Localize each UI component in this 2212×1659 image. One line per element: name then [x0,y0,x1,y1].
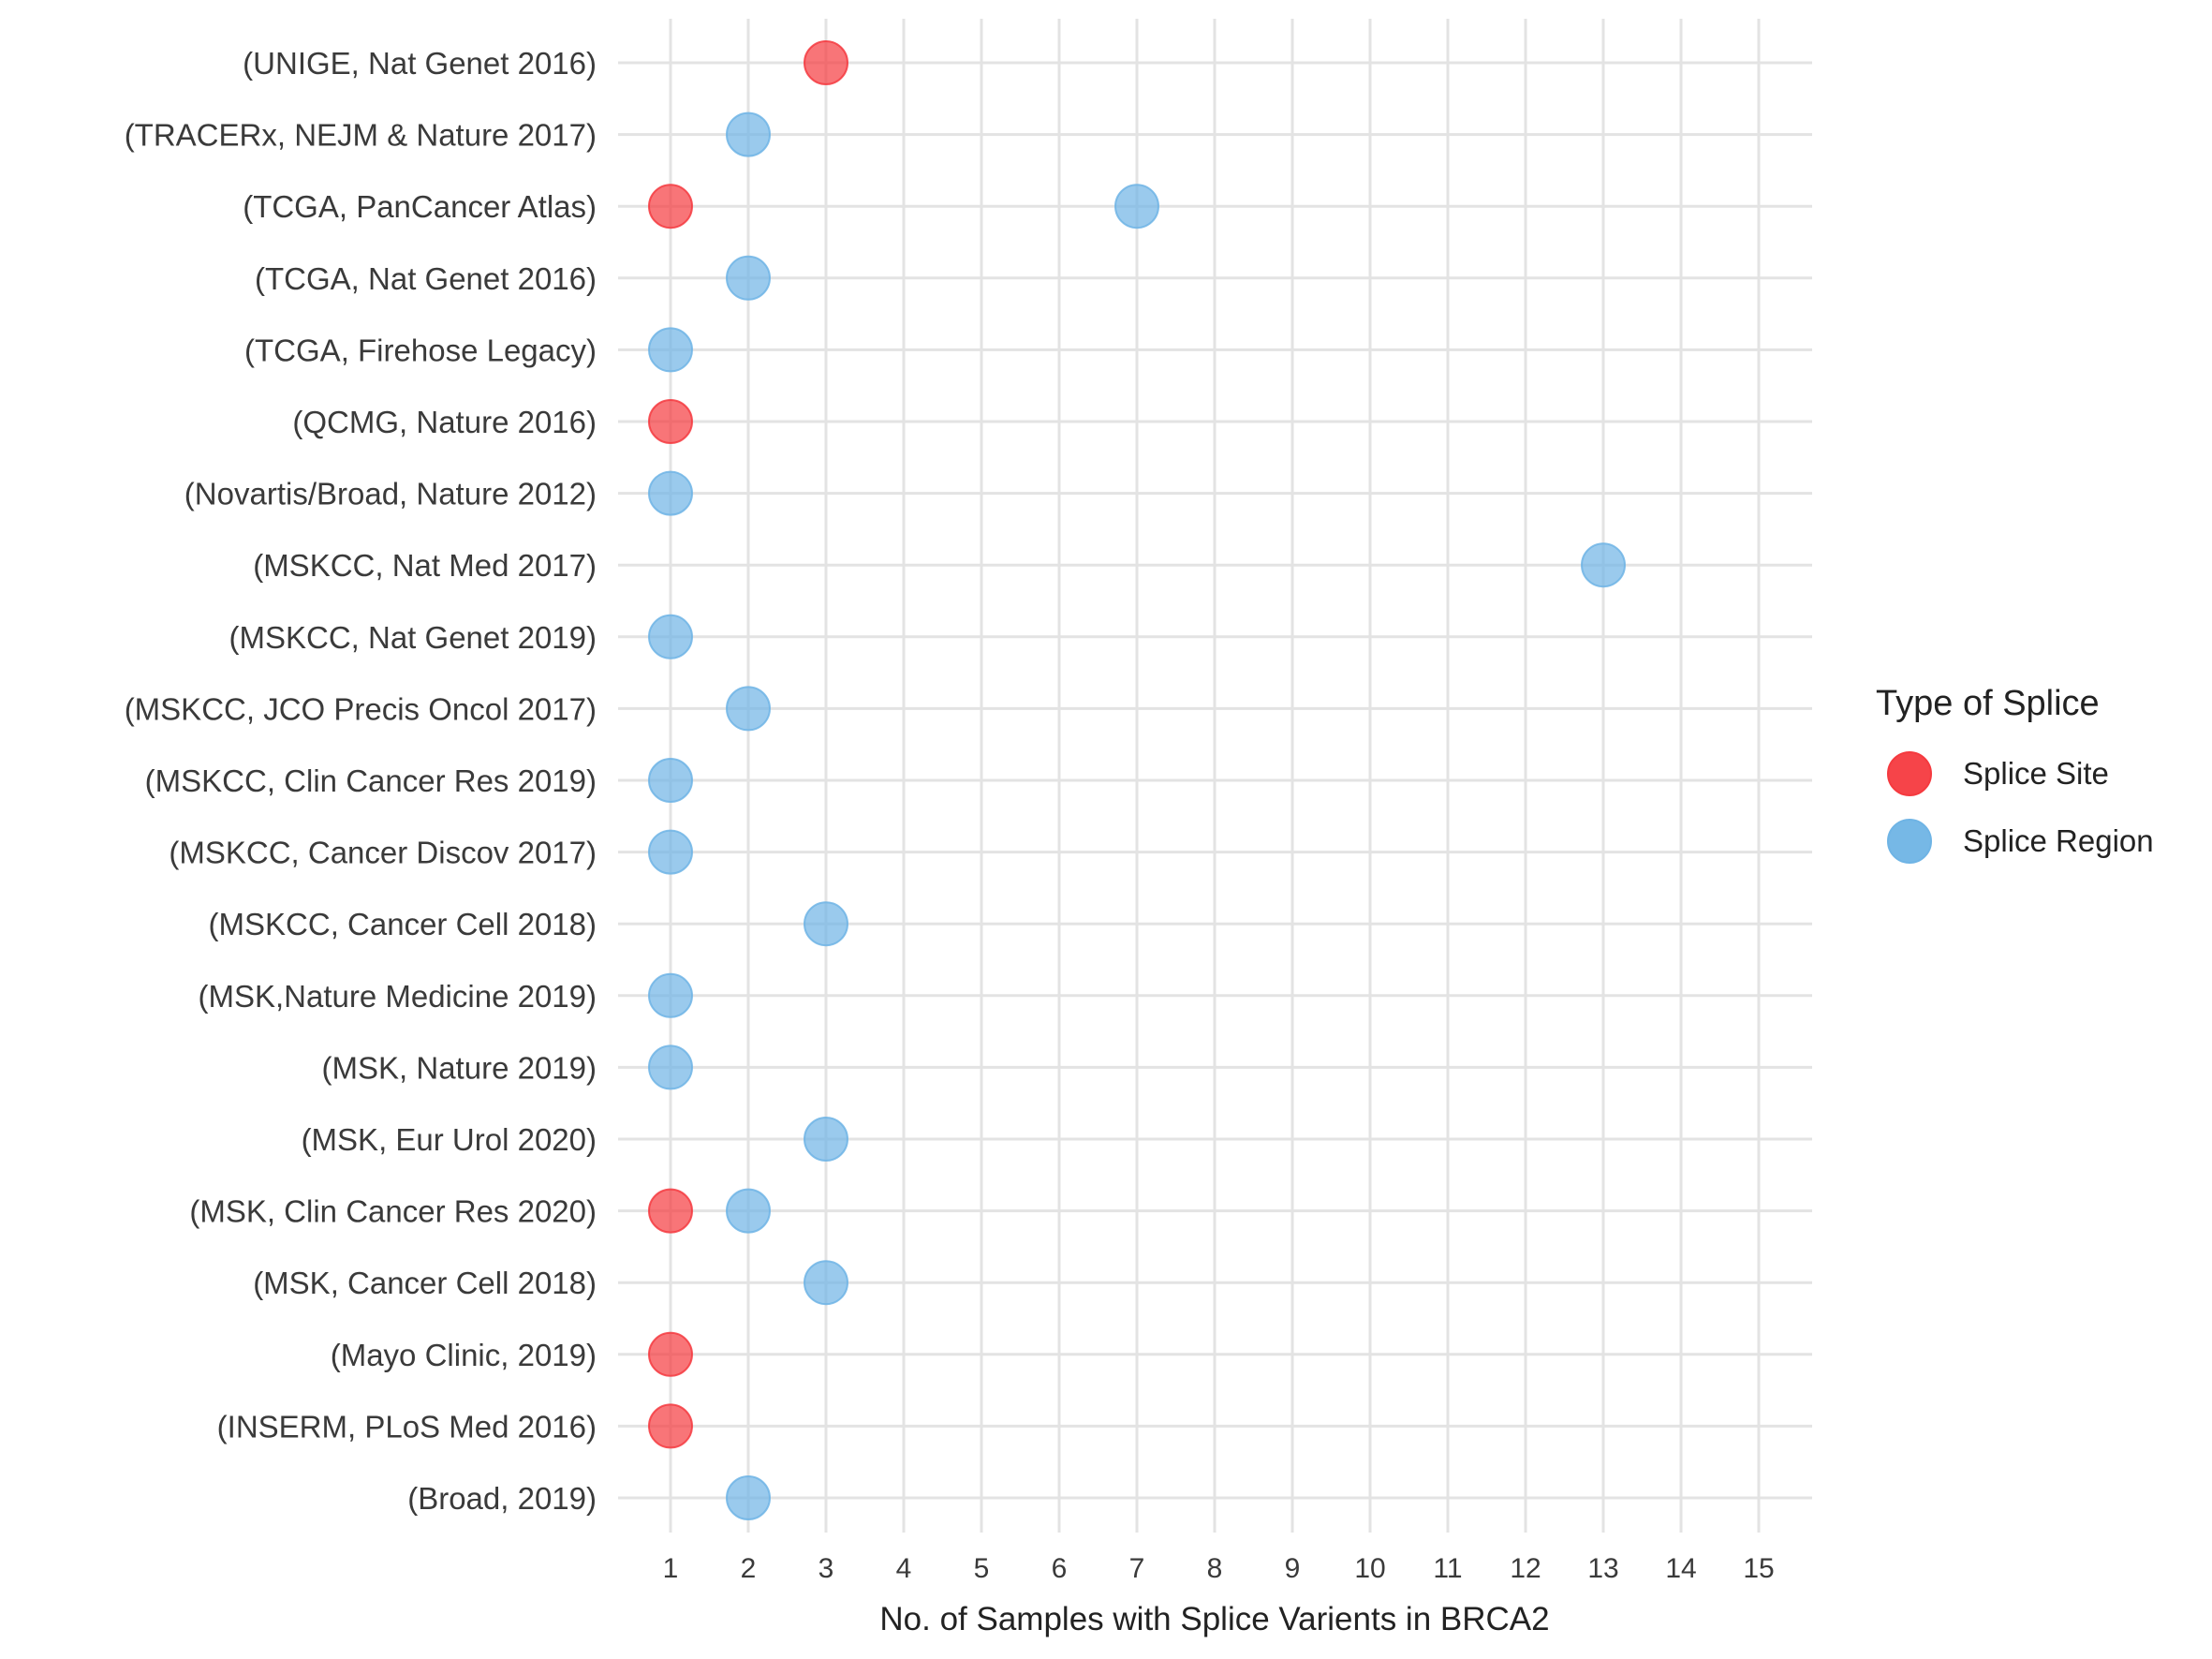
splice-region-point [648,327,693,373]
x-tick-label: 9 [1285,1553,1301,1584]
splice-region-point [804,1117,848,1162]
legend: Type of Splice Splice Site Splice Region [1876,684,2154,864]
y-category-label: (Novartis/Broad, Nature 2012) [184,477,597,511]
x-tick-label: 8 [1207,1553,1223,1584]
y-category-label: (MSKCC, JCO Precis Oncol 2017) [125,691,597,726]
splice-region-point [648,614,693,659]
x-tick-label: 10 [1354,1553,1385,1584]
legend-label: Splice Region [1963,823,2154,858]
y-category-label: (TCGA, PanCancer Atlas) [243,189,597,224]
x-tick-label: 4 [896,1553,912,1584]
splice-region-point [648,758,693,803]
y-category-label: (TCGA, Nat Genet 2016) [255,261,597,296]
x-tick-label: 13 [1587,1553,1618,1584]
y-category-label: (Mayo Clinic, 2019) [331,1338,597,1372]
y-category-label: (TRACERx, NEJM & Nature 2017) [125,118,597,153]
y-category-label: (MSKCC, Nat Genet 2019) [229,620,597,655]
splice-region-point [648,470,693,516]
splice-region-point [648,972,693,1018]
y-category-label: (TCGA, Firehose Legacy) [244,333,597,367]
splice-site-point [648,1331,693,1377]
y-category-label: (QCMG, Nature 2016) [292,405,597,439]
y-category-label: (MSKCC, Nat Med 2017) [253,548,597,583]
splice-region-point [804,901,848,947]
splice-site-point [648,399,693,444]
y-category-label: (MSKCC, Clin Cancer Res 2019) [145,763,597,798]
x-tick-label: 1 [663,1553,679,1584]
splice-site-point [648,1188,693,1234]
y-category-label: (MSKCC, Cancer Discov 2017) [169,836,597,870]
splice-region-point [726,1475,771,1520]
y-category-label: (MSK, Eur Urol 2020) [302,1122,597,1157]
splice-region-point [726,686,771,732]
y-category-label: (MSK, Clin Cancer Res 2020) [189,1194,597,1229]
y-category-label: (MSKCC, Cancer Cell 2018) [209,907,597,941]
x-tick-label: 3 [818,1553,834,1584]
splice-region-point [726,255,771,301]
x-axis-title: No. of Samples with Splice Varients in B… [879,1601,1549,1637]
splice-region-point [1114,184,1159,230]
x-tick-label: 5 [974,1553,990,1584]
splice-region-point [1581,542,1626,588]
data-points [648,40,1626,1520]
x-axis-ticks: 1 2 3 4 5 6 7 8 9 10 11 12 13 14 15 [663,1553,1775,1584]
splice-region-point [648,1044,693,1090]
grid [618,19,1812,1533]
y-category-label: (INSERM, PLoS Med 2016) [217,1409,597,1444]
splice-site-point [648,1403,693,1449]
legend-label: Splice Site [1963,756,2109,791]
x-tick-label: 7 [1129,1553,1145,1584]
splice-site-point [804,40,848,85]
legend-key-splice-site [1887,751,1932,796]
y-category-label: (UNIGE, Nat Genet 2016) [243,46,597,81]
splice-site-point [648,184,693,230]
legend-key-splice-region [1887,819,1932,864]
y-category-label: (MSK,Nature Medicine 2019) [198,979,597,1014]
x-tick-label: 6 [1052,1553,1068,1584]
splice-region-point [804,1260,848,1306]
x-tick-label: 15 [1743,1553,1774,1584]
y-category-label: (MSK, Cancer Cell 2018) [253,1266,597,1300]
x-tick-label: 11 [1433,1553,1462,1584]
y-axis-labels: (UNIGE, Nat Genet 2016) (TRACERx, NEJM & … [125,46,597,1516]
splice-region-point [648,829,693,875]
y-category-label: (MSK, Nature 2019) [322,1050,597,1085]
x-tick-label: 2 [741,1553,757,1584]
x-tick-label: 14 [1665,1553,1696,1584]
x-tick-label: 12 [1510,1553,1541,1584]
splice-region-point [726,111,771,157]
legend-title: Type of Splice [1876,684,2100,723]
y-category-label: (Broad, 2019) [407,1481,597,1516]
splice-region-point [726,1188,771,1234]
